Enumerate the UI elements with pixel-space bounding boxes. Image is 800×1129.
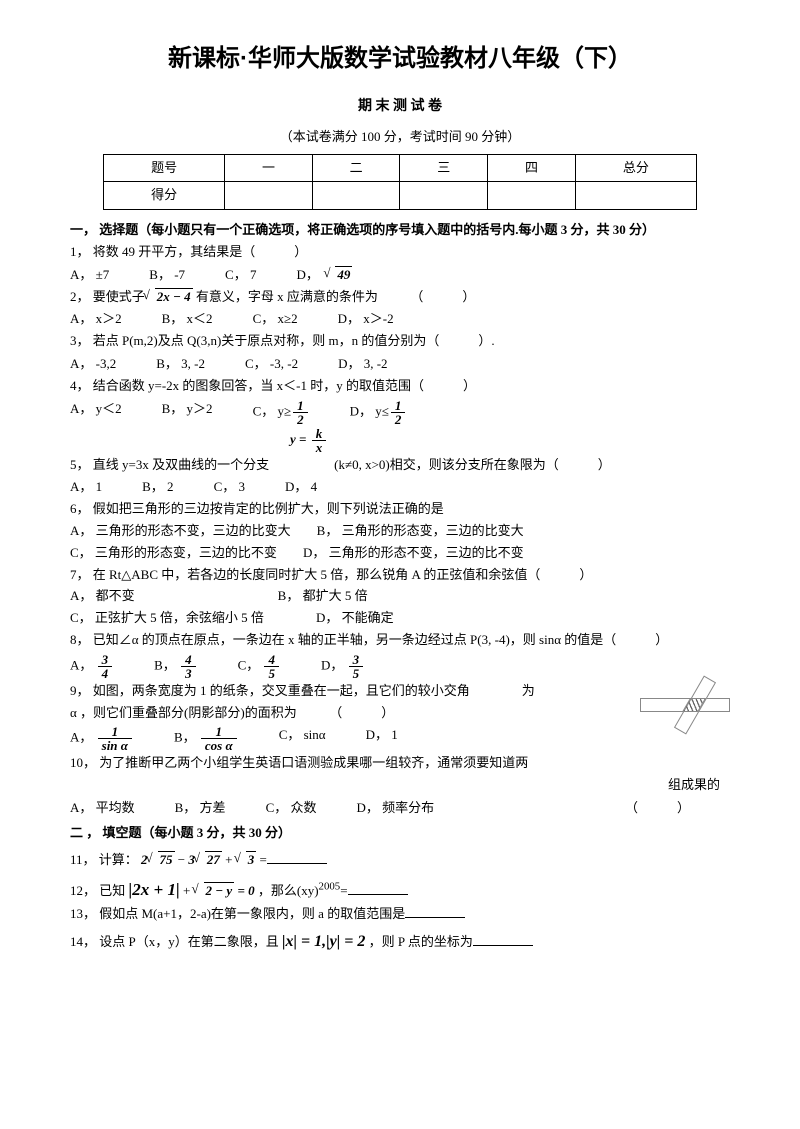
q5-opts: A， 1 B， 2 C， 3 D， 4 [70, 477, 730, 498]
q9-line2: α ，则它们重叠部分(阴影部分)的面积为 （ ） [70, 703, 730, 724]
opt-a: A， x＞2 [70, 309, 122, 330]
td [400, 182, 488, 210]
q1-opts: A， ±7 B， -7 C， 7 D， 49 [70, 265, 730, 286]
th: 一 [225, 154, 313, 182]
q9-line1: 9， 如图，两条宽度为 1 的纸条，交叉重叠在一起，且它们的较小交角 为 [70, 681, 730, 702]
q10-line2: 组成果的 [70, 775, 730, 796]
q2-opts: A， x＞2 B， x＜2 C， x≥2 D， x＞-2 [70, 309, 730, 330]
q10-tail: （ ） [625, 798, 690, 819]
th: 总分 [575, 154, 696, 182]
opt-c: C， -3, -2 [245, 354, 298, 375]
q4: 4， 结合函数 y=-2x 的图象回答，当 x＜-1 时，y 的取值范围（ ） [70, 376, 730, 397]
subtitle: 期 末 测 试 卷 [70, 96, 730, 118]
th: 三 [400, 154, 488, 182]
opt-a: A， 平均数 [70, 798, 135, 819]
overlap-figure [640, 681, 730, 729]
q6: 6， 假如把三角形的三边按肯定的比例扩大，则下列说法正确的是 [70, 499, 730, 520]
q3: 3， 若点 P(m,2)及点 Q(3,n)关于原点对称，则 m，n 的值分别为（… [70, 331, 730, 352]
q5: y = kx [70, 427, 730, 454]
th: 四 [488, 154, 576, 182]
opt-c: C， 3 [214, 477, 245, 498]
opt-a: A， -3,2 [70, 354, 116, 375]
opt-d: D， 35 [321, 653, 365, 680]
opt-c: C， 45 [238, 653, 281, 680]
score-table: 题号 一 二 三 四 总分 得分 [103, 154, 697, 211]
opt-b: B， 1cos α [174, 725, 239, 752]
opt-a: A， 34 [70, 653, 114, 680]
opt-c: C， sinα [279, 725, 326, 752]
q6-opts2: C， 三角形的形态变，三边的比不变 D， 三角形的形态不变，三边的比不变 [70, 543, 730, 564]
opt-c: C， 7 [225, 265, 256, 286]
opt-c: C， x≥2 [253, 309, 298, 330]
td [312, 182, 400, 210]
q12: 12， 已知 |2x + 1| + 2 − y = 0 ，那么(xy)2005= [70, 876, 730, 903]
page-title: 新课标·华师大版数学试验教材八年级（下） [70, 40, 730, 78]
td [488, 182, 576, 210]
opt-b: B， y＞2 [162, 399, 213, 426]
opt-d: D， 4 [285, 477, 317, 498]
q1: 1， 将数 49 开平方，其结果是（ ） [70, 242, 730, 263]
th: 题号 [104, 154, 225, 182]
q7-opts2: C， 正弦扩大 5 倍，余弦缩小 5 倍 D， 不能确定 [70, 608, 730, 629]
q14: 14， 设点 P（x，y）在第二象限，且 |x| = 1,|y| = 2 ，则 … [70, 929, 730, 955]
td [575, 182, 696, 210]
opt-d: D， 49 [296, 265, 352, 286]
q8-opts: A， 34 B， 43 C， 45 D， 35 [70, 653, 730, 680]
section-2-heading: 二 ， 填空题（每小题 3 分，共 30 分） [70, 823, 730, 844]
opt-b: B， 2 [142, 477, 173, 498]
q7-opts1: A， 都不变 B， 都扩大 5 倍 [70, 586, 730, 607]
td: 得分 [104, 182, 225, 210]
opt-b: B， x＜2 [162, 309, 213, 330]
opt-d: D， 频率分布 [356, 798, 434, 819]
th: 二 [312, 154, 400, 182]
opt-b: B， 方差 [175, 798, 226, 819]
exam-info: （本试卷满分 100 分，考试时间 90 分钟） [70, 127, 730, 148]
q10-line1: 10， 为了推断甲乙两个小组学生英语口语测验成果哪一组较齐，通常须要知道两 [70, 753, 730, 774]
opt-b: B， -7 [149, 265, 185, 286]
q4-opts: A， y＜2 B， y＞2 C， y≥12 D， y≤12 [70, 399, 730, 426]
opt-d: D， x＞-2 [338, 309, 394, 330]
opt-d: D， 1 [366, 725, 398, 752]
q9-opts: A， 1sin α B， 1cos α C， sinα D， 1 [70, 725, 730, 752]
opt-b: B， 3, -2 [156, 354, 205, 375]
table-row: 题号 一 二 三 四 总分 [104, 154, 697, 182]
opt-c: C， 众数 [266, 798, 317, 819]
q6-opts1: A， 三角形的形态不变，三边的比变大 B， 三角形的形态变，三边的比变大 [70, 521, 730, 542]
section-1-heading: 一， 选择题（每小题只有一个正确选项，将正确选项的序号填入题中的括号内.每小题 … [70, 220, 730, 241]
q11: 11， 计算： 275 − 327 + 3 = [70, 850, 730, 871]
q10-opts: A， 平均数 B， 方差 C， 众数 D， 频率分布 （ ） [70, 798, 730, 819]
opt-a: A， 1 [70, 477, 102, 498]
q3-opts: A， -3,2 B， 3, -2 C， -3, -2 D， 3, -2 [70, 354, 730, 375]
q5-text: 5， 直线 y=3x 及双曲线的一个分支 (k≠0, x>0)相交，则该分支所在… [70, 455, 730, 476]
opt-a: A， 1sin α [70, 725, 134, 752]
q2: 2， 要使式子2x − 4 有意义，字母 x 应满意的条件为 （ ） [70, 287, 730, 308]
opt-a: A， y＜2 [70, 399, 122, 426]
opt-d: D， y≤12 [350, 399, 408, 426]
opt-c: C， y≥12 [253, 399, 310, 426]
opt-d: D， 3, -2 [338, 354, 387, 375]
opt-b: B， 43 [154, 653, 197, 680]
q13: 13， 假如点 M(a+1，2-a)在第一象限内，则 a 的取值范围是 [70, 904, 730, 925]
q8: 8， 已知∠α 的顶点在原点，一条边在 x 轴的正半轴，另一条边经过点 P(3,… [70, 630, 730, 651]
opt-a: A， ±7 [70, 265, 109, 286]
td [225, 182, 313, 210]
q7: 7， 在 Rt△ABC 中，若各边的长度同时扩大 5 倍，那么锐角 A 的正弦值… [70, 565, 730, 586]
table-row: 得分 [104, 182, 697, 210]
